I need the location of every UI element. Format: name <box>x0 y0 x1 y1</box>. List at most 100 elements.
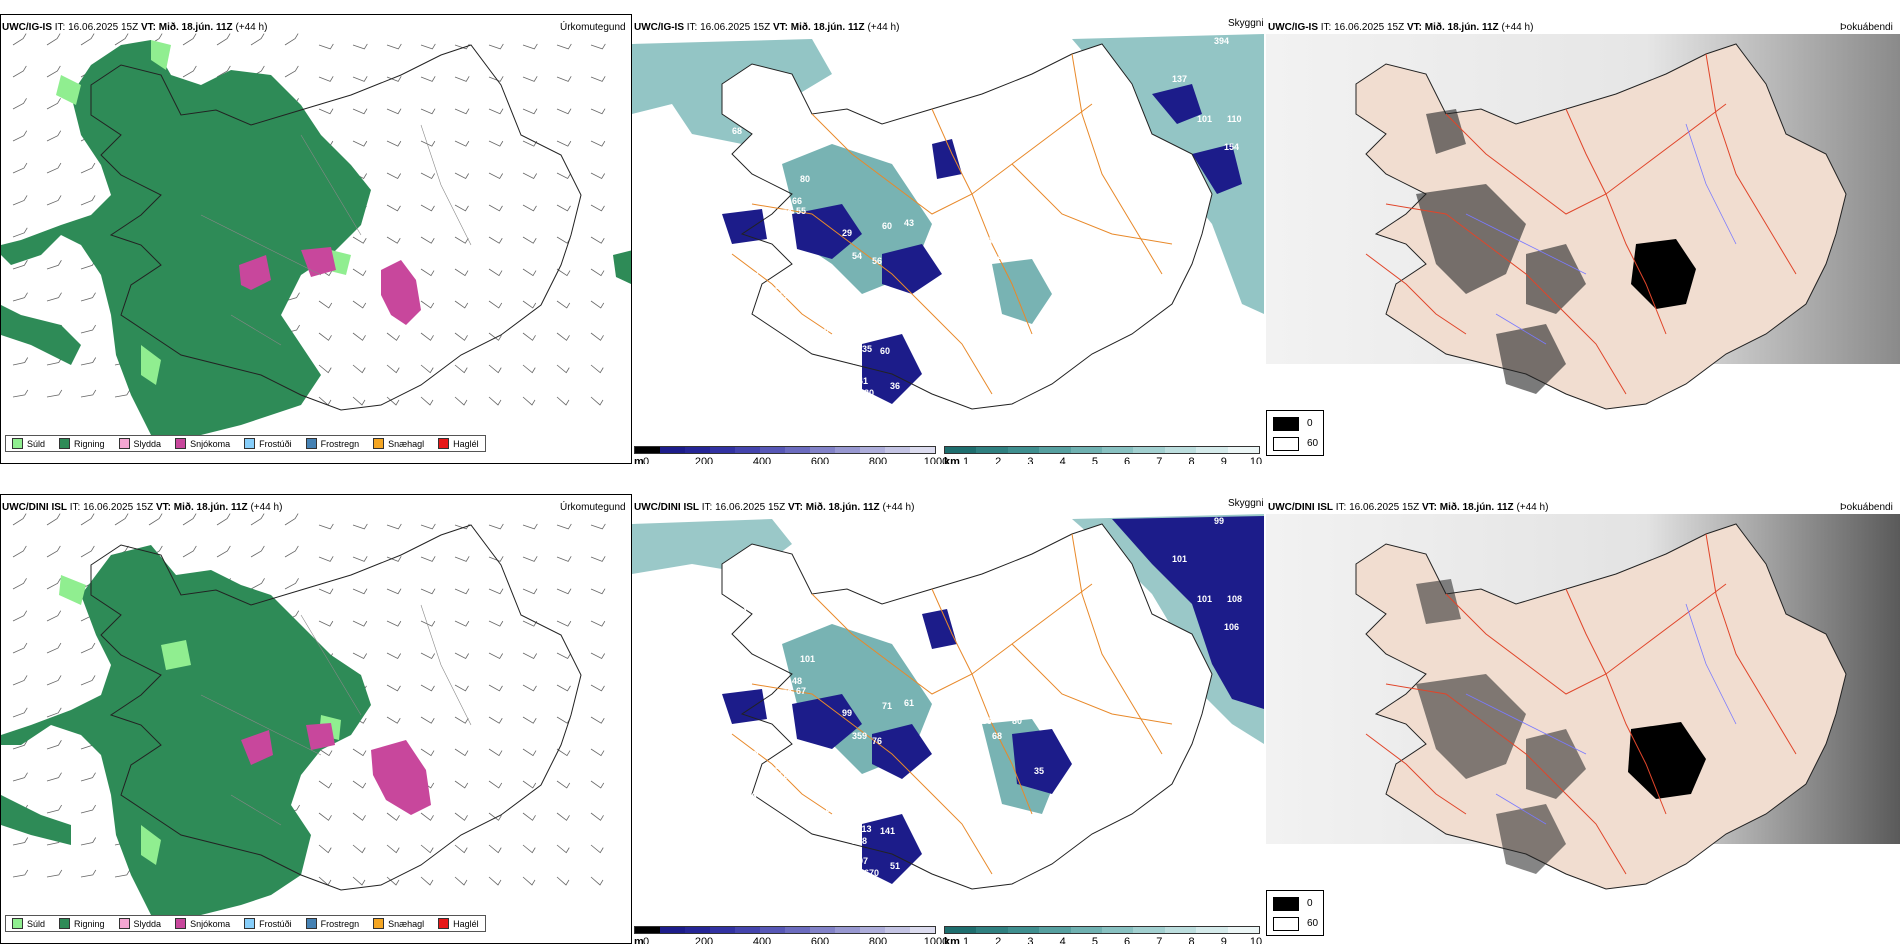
cloud-base-label: 659 <box>824 324 839 334</box>
colorbar-tick: 9 <box>1220 456 1227 464</box>
it-value: 16.06.2025 15Z <box>700 22 771 33</box>
cloud-base-label: 56 <box>872 256 882 266</box>
model-name: UWC/DINI ISL <box>1268 502 1333 513</box>
legend-label: Snjókoma <box>190 438 231 449</box>
rain-area <box>1 40 371 445</box>
wind-barb <box>590 396 604 406</box>
low-vis-inland <box>782 144 1052 324</box>
legend-item-1: Rigning <box>59 918 105 929</box>
model-name: UWC/IG-IS <box>1268 22 1318 33</box>
colorbar-tick: 4 <box>1059 936 1066 944</box>
legend-label: Súld <box>27 438 46 449</box>
wind-barb <box>352 300 367 309</box>
wind-barb <box>420 76 436 82</box>
wind-barb <box>386 204 401 212</box>
model-name: UWC/DINI ISL <box>2 502 67 513</box>
wind-barb <box>46 545 61 558</box>
wind-barb <box>386 620 402 627</box>
wind-barb <box>454 204 469 212</box>
model-name: UWC/IG-IS <box>634 22 684 33</box>
cloud-base-label: 670 <box>864 868 879 878</box>
cloud-base-label: 101 <box>1172 554 1187 564</box>
it-value: 16.06.2025 15Z <box>715 502 786 513</box>
legend-item-6: Snæhagl <box>373 918 424 929</box>
rivers-gray <box>200 604 472 826</box>
colorbar-tick: 400 <box>752 456 772 464</box>
wind-barb <box>46 610 62 622</box>
wind-barb <box>284 545 299 558</box>
visibility-title: Skyggni <box>1228 498 1264 509</box>
colorbar-tick: 3 <box>1027 936 1034 944</box>
wind-barb <box>250 545 265 558</box>
wind-barb <box>590 844 604 854</box>
colorbar-segment <box>910 447 935 453</box>
fog-panel-row2: 0 60 <box>1266 494 1900 944</box>
colorbar-tick: 7 <box>1156 456 1163 464</box>
wind-barb <box>284 33 299 46</box>
wind-barb <box>80 33 95 46</box>
colorbar-segment <box>710 447 735 453</box>
wind-barb <box>556 588 572 595</box>
wind-barb <box>80 389 97 398</box>
wind-barb <box>80 772 96 782</box>
vt-label: VT: <box>1421 502 1437 513</box>
legend-swatch <box>12 438 23 449</box>
legend-label: Haglél <box>453 918 479 929</box>
colorbar-tick: 10 <box>1249 936 1263 944</box>
it-value: 16.06.2025 15Z <box>83 502 154 513</box>
rivers-blue <box>1465 603 1737 825</box>
colorbar-segment <box>760 447 785 453</box>
wind-barb <box>420 812 434 821</box>
wind-barb <box>352 780 367 789</box>
rivers-gray <box>200 124 472 346</box>
colorbar-segment <box>685 927 710 933</box>
fog-sea-area <box>632 34 1264 314</box>
rain-patch-east <box>613 250 631 285</box>
it-label: IT: <box>701 502 713 513</box>
wind-barb <box>386 716 401 724</box>
wind-barb <box>556 620 572 627</box>
lead-time: (+44 h) <box>1501 22 1534 33</box>
wind-barb <box>454 268 469 277</box>
wind-barb <box>250 578 265 590</box>
wind-barb <box>590 523 606 530</box>
wind-barb <box>12 869 29 878</box>
cloud-base-unit: m <box>634 936 644 944</box>
wind-barb <box>590 780 605 789</box>
wind-barb <box>590 684 605 692</box>
wind-barb <box>488 812 502 821</box>
wind-barb <box>420 300 435 309</box>
colorbar-segment <box>1196 447 1228 453</box>
wind-barb <box>284 578 299 590</box>
wind-barb <box>420 844 434 854</box>
wind-barb <box>590 300 605 309</box>
colorbar-segment <box>1102 927 1134 933</box>
wind-barb <box>590 76 606 82</box>
cloud-base-label: 81 <box>668 696 678 706</box>
wind-barb <box>454 236 469 244</box>
cloud-base-label: 91 <box>844 304 854 314</box>
vt-label: VT: <box>140 22 156 33</box>
wind-barb <box>454 172 470 180</box>
wind-barb <box>454 300 469 309</box>
wind-barb <box>80 357 97 366</box>
colorbar-segment <box>885 927 910 933</box>
cloud-base-label: 141 <box>880 826 895 836</box>
wind-barb <box>386 876 400 886</box>
wind-barb <box>522 76 538 82</box>
cloud-base-label: 30 <box>864 388 874 398</box>
cloud-base-label: 64 <box>742 311 752 321</box>
wind-barb <box>318 76 334 82</box>
legend-item-5: Frostregn <box>305 918 359 929</box>
wind-barb <box>590 620 606 627</box>
cloud-base-colorbar <box>634 446 936 454</box>
wind-barb <box>318 108 334 115</box>
wind-barb <box>590 876 604 886</box>
wind-barb <box>284 513 299 526</box>
cloud-base-label: 110 <box>1227 114 1242 124</box>
wind-barb <box>454 556 470 562</box>
wind-barb <box>488 396 502 406</box>
precip-legend: Súld Rigning Slydda Snjókoma Frostúði Frostre… <box>5 435 486 452</box>
wind-barb <box>488 748 503 757</box>
wind-barb <box>522 716 537 724</box>
